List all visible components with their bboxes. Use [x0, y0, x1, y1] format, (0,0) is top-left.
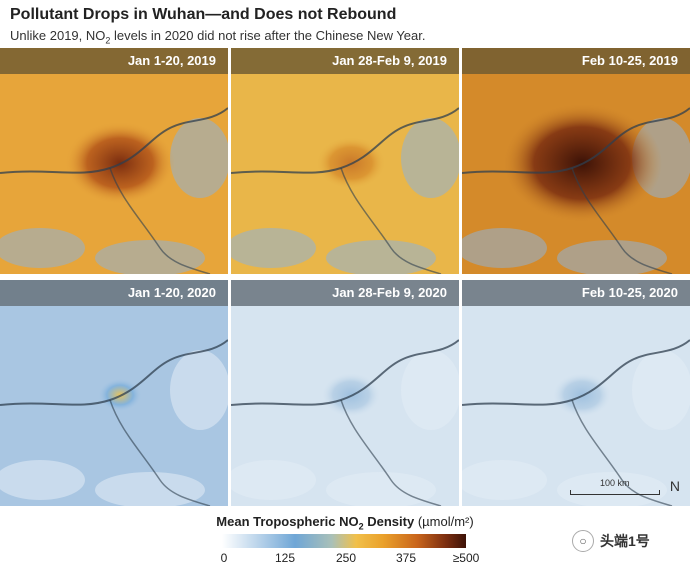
legend-tick: 375	[395, 551, 417, 565]
panel-label: Feb 10-25, 2020	[462, 280, 690, 306]
map-panel-2020-late-jan: Jan 28-Feb 9, 2020	[231, 280, 459, 506]
yangtze-river	[0, 107, 228, 174]
legend-tick: ≥500	[452, 551, 480, 565]
low-density-patch	[0, 228, 85, 268]
no2-density-map	[231, 48, 459, 274]
scale-line	[570, 490, 660, 495]
map-panel-2020-feb: Feb 10-25, 2020 100 km N	[462, 280, 690, 506]
low-density-patch	[401, 350, 459, 430]
panel-label: Feb 10-25, 2019	[462, 48, 690, 74]
panel-label: Jan 28-Feb 9, 2020	[231, 280, 459, 306]
low-density-patch	[557, 240, 667, 274]
watermark-text: 头端1号	[600, 533, 650, 549]
wechat-icon: ○	[572, 530, 594, 552]
legend-tick: 250	[335, 551, 357, 565]
no2-density-map	[0, 48, 228, 274]
legend-tick: 0	[220, 551, 228, 565]
low-density-patch	[95, 240, 205, 274]
low-density-patch	[326, 472, 436, 506]
yangtze-river	[231, 107, 459, 174]
low-density-patch	[170, 118, 228, 198]
map-subtitle: Unlike 2019, NO2 levels in 2020 did not …	[10, 28, 426, 46]
river-branch	[340, 167, 442, 274]
legend-color-bar	[222, 534, 466, 548]
river-branch	[109, 399, 211, 506]
low-density-patch	[231, 460, 316, 500]
yangtze-river	[231, 339, 459, 406]
panel-label: Jan 28-Feb 9, 2019	[231, 48, 459, 74]
no2-density-map	[462, 280, 690, 506]
low-density-patch	[170, 350, 228, 430]
low-density-patch	[231, 228, 316, 268]
map-panel-2019-late-jan: Jan 28-Feb 9, 2019	[231, 48, 459, 274]
map-title: Pollutant Drops in Wuhan—and Does not Re…	[10, 6, 397, 23]
low-density-patch	[95, 472, 205, 506]
yangtze-river	[462, 107, 690, 174]
map-panel-2020-jan: Jan 1-20, 2020	[0, 280, 228, 506]
yangtze-river	[462, 339, 690, 406]
river-branch	[571, 167, 673, 274]
low-density-patch	[401, 118, 459, 198]
low-density-patch	[326, 240, 436, 274]
no2-density-map	[462, 48, 690, 274]
map-panel-2019-jan: Jan 1-20, 2019	[0, 48, 228, 274]
scale-bar: 100 km N	[570, 478, 680, 498]
legend-title: Mean Tropospheric NO2 Density (µmol/m²)	[216, 514, 474, 532]
watermark: ○ 头端1号	[572, 530, 650, 552]
no2-density-map	[231, 280, 459, 506]
map-grid: Jan 1-20, 2019 Jan 28-Feb 9, 2019 Feb 10…	[0, 48, 690, 508]
low-density-patch	[632, 350, 690, 430]
north-arrow-icon: N	[669, 478, 680, 494]
river-branch	[109, 167, 211, 274]
scale-distance: 100 km	[600, 478, 630, 488]
low-density-patch	[0, 460, 85, 500]
panel-label: Jan 1-20, 2019	[0, 48, 228, 74]
river-branch	[340, 399, 442, 506]
low-density-patch	[557, 472, 667, 506]
no2-density-map	[0, 280, 228, 506]
yangtze-river	[0, 339, 228, 406]
river-branch	[571, 399, 673, 506]
panel-label: Jan 1-20, 2020	[0, 280, 228, 306]
map-panel-2019-feb: Feb 10-25, 2019	[462, 48, 690, 274]
legend-tick: 125	[274, 551, 296, 565]
low-density-patch	[462, 460, 547, 500]
low-density-patch	[462, 228, 547, 268]
